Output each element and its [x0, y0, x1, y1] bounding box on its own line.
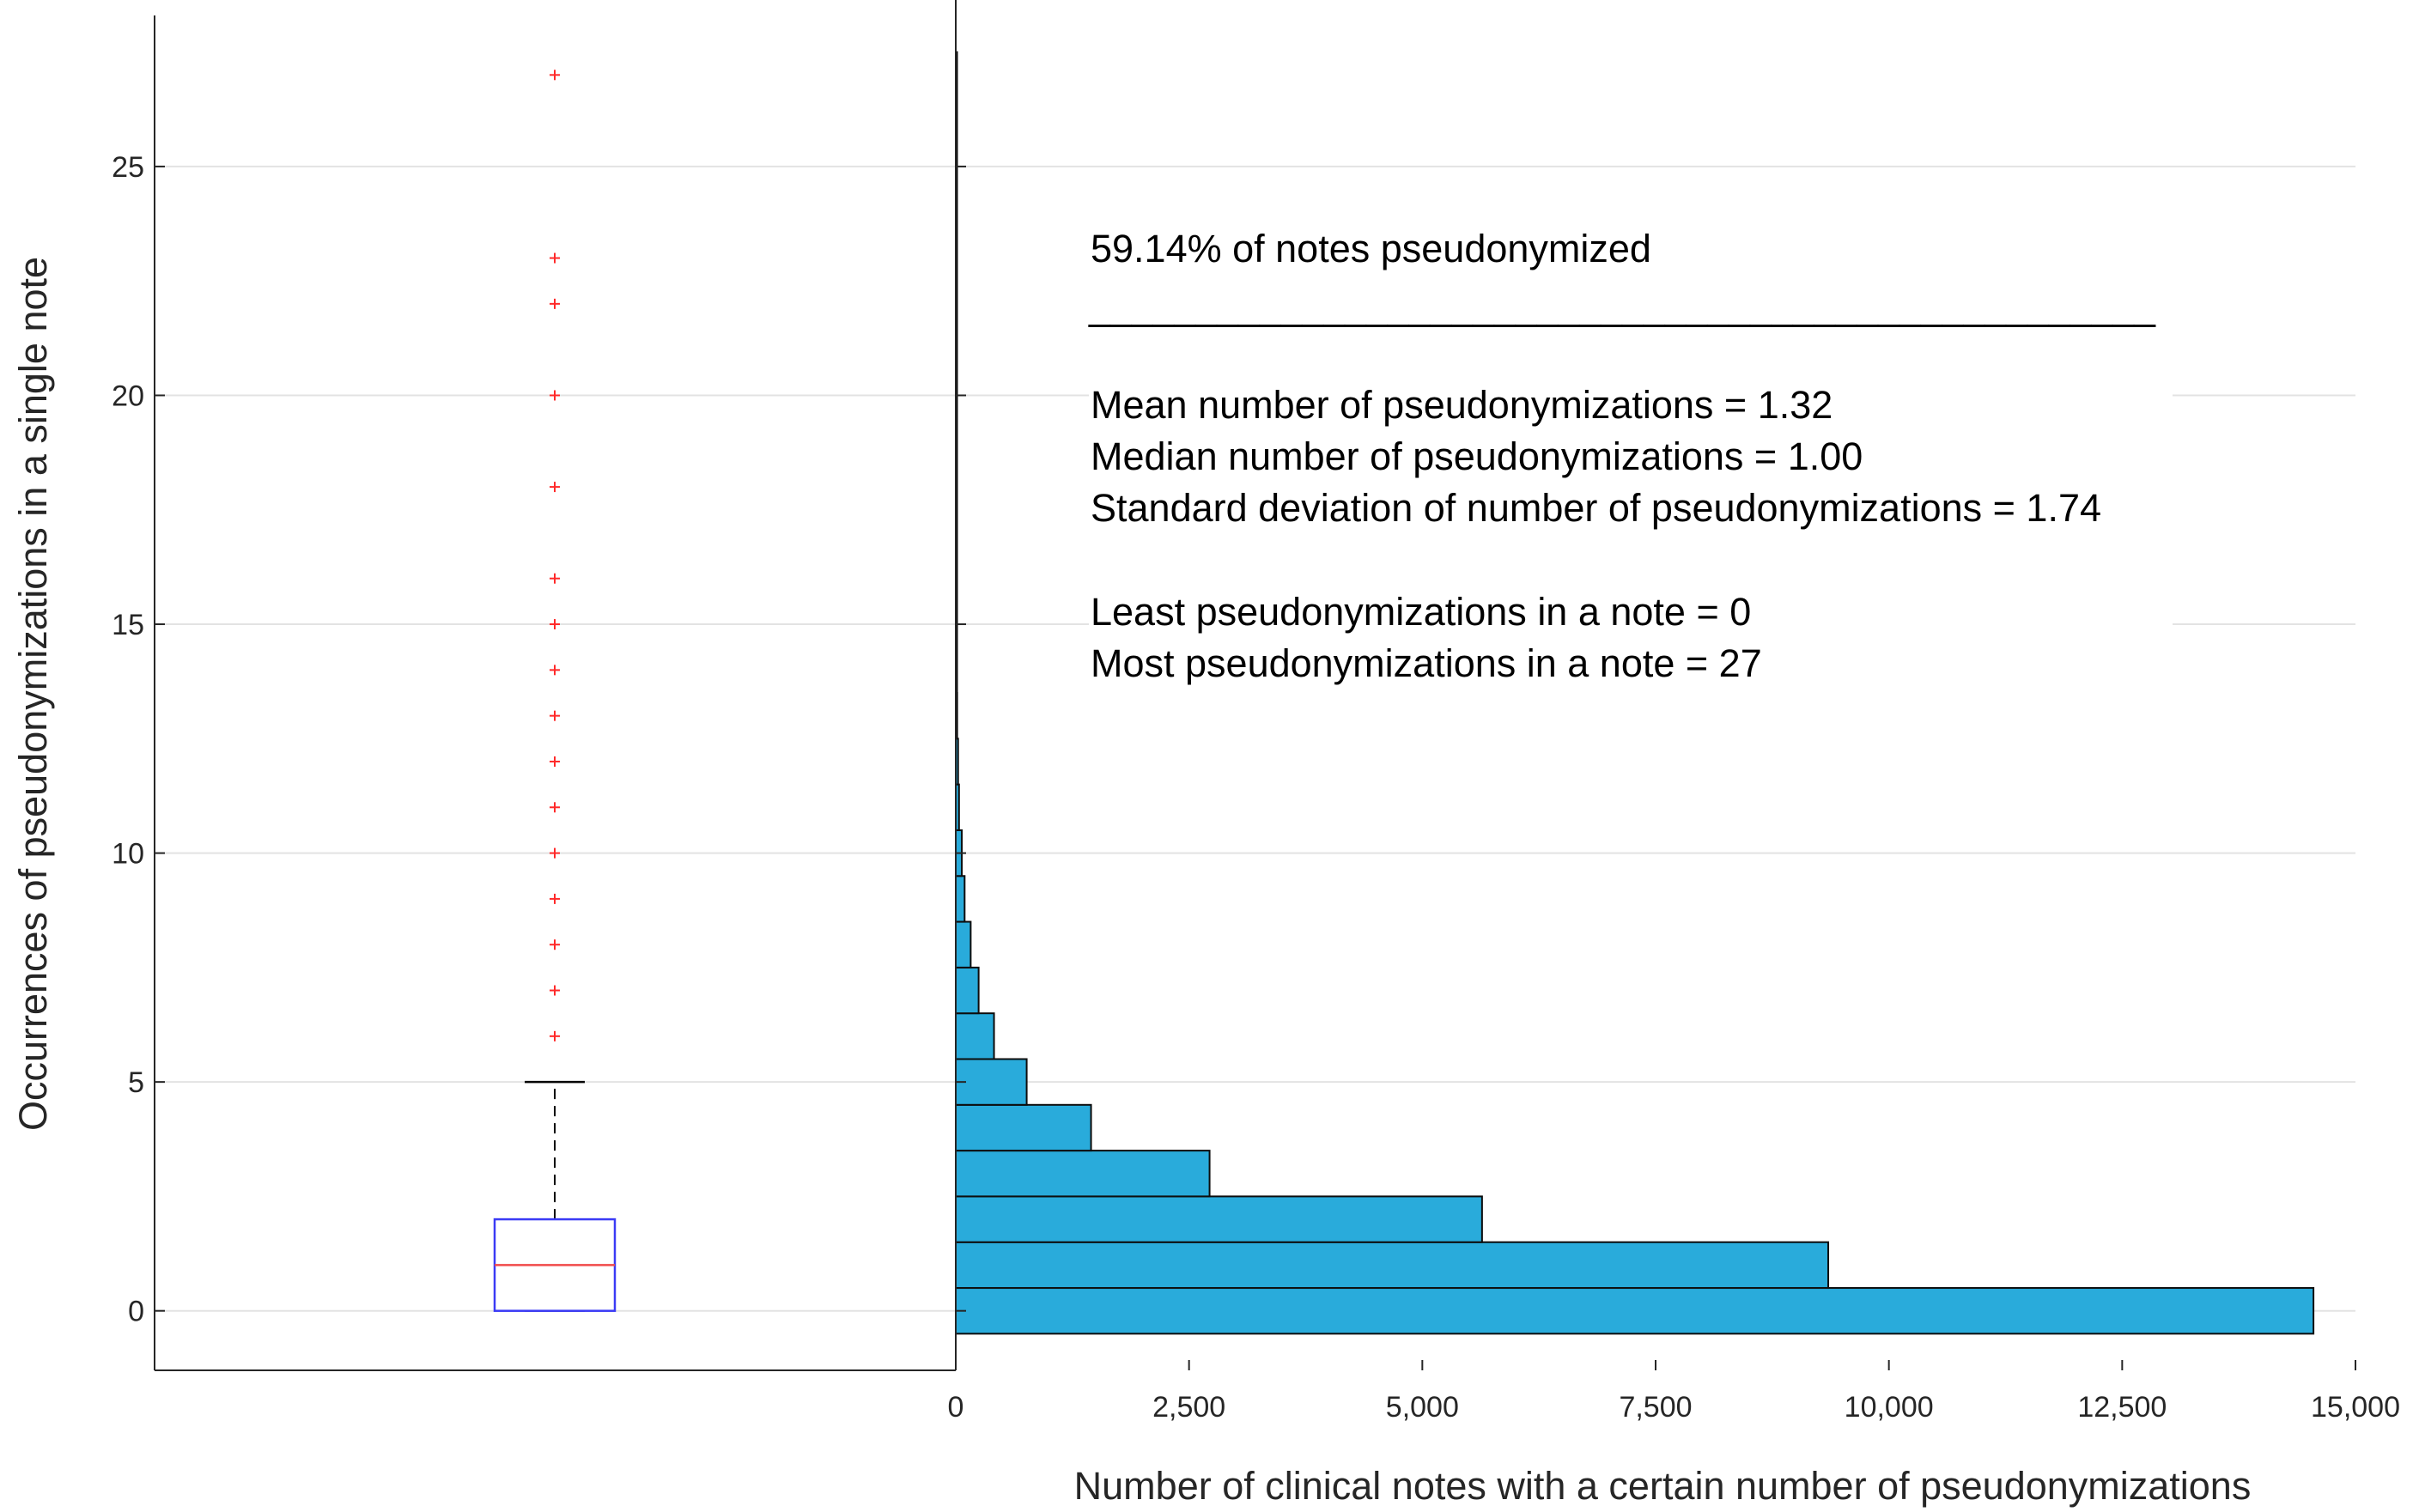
annotation-background	[1089, 219, 2173, 700]
bar-1	[955, 1241, 1830, 1290]
outlier-22	[550, 298, 560, 309]
x-axis-title: Number of clinical notes with a certain …	[1074, 1464, 2252, 1508]
y-tick-label-0: 0	[128, 1296, 144, 1328]
annotation-least: Least pseudonymizations in a note = 0	[1091, 590, 1751, 634]
outlier-8	[550, 939, 560, 950]
stats-annotation: 59.14% of notes pseudonymized __________…	[1088, 219, 2173, 700]
annotation-std: Standard deviation of number of pseudony…	[1091, 486, 2101, 530]
outlier-14	[550, 665, 560, 676]
y-axis-title: Occurrences of pseudonymizations in a si…	[11, 257, 55, 1131]
x-tick-label-5000: 5,000	[1386, 1391, 1459, 1424]
outlier-13	[550, 710, 560, 721]
bar-8	[955, 920, 972, 969]
outlier-9	[550, 893, 560, 904]
bar-3	[955, 1150, 1211, 1198]
y-tick-label-5: 5	[128, 1066, 144, 1099]
boxplot	[493, 70, 617, 1312]
bar-6	[955, 1012, 995, 1060]
axes: 0 5 10 15 20 25 0 2,500 5,000 7,500 10,000 12,500 15…	[112, 0, 2400, 1424]
y-tick-label-25: 25	[112, 151, 144, 184]
outlier-16	[550, 573, 560, 584]
annotation-median: Median number of pseudonymizations = 1.0…	[1091, 434, 1863, 478]
outlier-12	[550, 756, 560, 767]
x-tick-label-7500: 7,500	[1619, 1391, 1692, 1424]
annotation-divider: ________________________________________…	[1088, 284, 2156, 328]
outlier-6	[550, 1030, 560, 1041]
y-tick-label-10: 10	[112, 838, 144, 871]
annotation-mean: Mean number of pseudonymizations = 1.32	[1091, 383, 1833, 427]
bar-2	[955, 1195, 1483, 1243]
x-tick-label-12500: 12,500	[2077, 1391, 2167, 1424]
y-tick-label-15: 15	[112, 609, 144, 641]
annotation-percent-pseudonymized: 59.14% of notes pseudonymized	[1091, 227, 1651, 270]
x-tick-label-10000: 10,000	[1845, 1391, 1934, 1424]
bar-9	[955, 875, 966, 923]
outlier-20	[550, 390, 560, 401]
outlier-27	[550, 70, 560, 81]
bar-4	[955, 1103, 1092, 1152]
histogram-bars	[955, 51, 2315, 1335]
bar-0	[955, 1287, 2315, 1335]
x-tick-label-15000: 15,000	[2311, 1391, 2400, 1424]
x-tick-label-0: 0	[948, 1391, 964, 1424]
bar-5	[955, 1058, 1028, 1106]
annotation-most: Most pseudonymizations in a note = 27	[1091, 641, 1762, 685]
outlier-7	[550, 985, 560, 996]
outlier-10	[550, 847, 560, 859]
outlier-23	[550, 252, 560, 264]
outlier-15	[550, 619, 560, 630]
bar-7	[955, 966, 980, 1015]
outlier-11	[550, 802, 560, 813]
outlier-18	[550, 482, 560, 493]
y-tick-label-20: 20	[112, 380, 144, 412]
x-tick-label-2500: 2,500	[1152, 1391, 1225, 1424]
